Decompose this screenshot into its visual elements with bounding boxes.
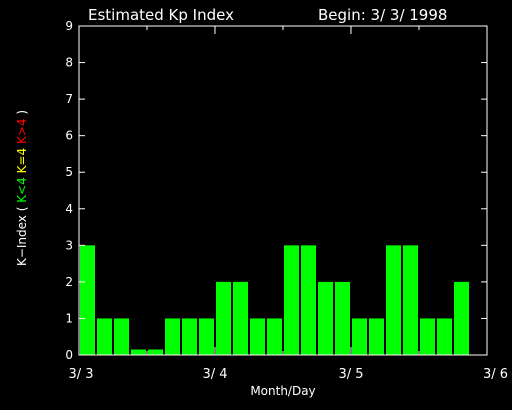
y-label-part: K=4 [15,148,29,177]
bar [403,245,418,355]
bars-group [80,245,469,355]
bar [182,318,197,355]
y-tick-label: 3 [65,238,73,252]
y-label-part: K−Index ( [15,207,29,266]
y-tick-label: 8 [65,56,73,70]
bar [267,318,282,355]
y-tick-label: 0 [65,348,73,362]
bar [454,281,469,355]
bar [386,245,401,355]
bar [131,349,146,355]
bar [318,281,333,355]
x-tick-label: 3/ 5 [338,367,363,382]
bar [369,318,384,355]
bar [233,281,248,355]
chart-title: Estimated Kp Index [88,6,234,24]
y-tick-label: 5 [65,165,73,179]
y-label-part: K>4 [15,118,29,147]
x-axis-label: Month/Day [250,384,315,398]
bar [284,245,299,355]
bar [148,349,163,355]
bar [301,245,316,355]
y-label-part: K<4 [15,177,29,206]
bar [437,318,452,355]
y-tick-label: 2 [65,275,73,289]
x-tick-label: 3/ 3 [68,367,93,382]
bar [250,318,265,355]
y-label-part: ) [15,110,29,119]
bar [165,318,180,355]
bar [80,245,95,355]
y-tick-label: 1 [65,311,73,325]
plot-frame [78,25,488,356]
y-axis-label: K−Index ( K<4 K=4 K>4 ) [15,110,29,266]
y-tick-label: 7 [65,92,73,106]
y-tick-label: 9 [65,19,73,33]
bar [335,281,350,355]
y-tick-label: 4 [65,202,73,216]
bar [420,318,435,355]
y-tick-label: 6 [65,129,73,143]
bar [352,318,367,355]
x-tick-label: 3/ 4 [202,367,227,382]
bar [216,281,231,355]
bar [199,318,214,355]
bar [114,318,129,355]
bar [97,318,112,355]
x-tick-label: 3/ 6 [483,367,508,382]
chart-begin-date: Begin: 3/ 3/ 1998 [318,6,447,24]
